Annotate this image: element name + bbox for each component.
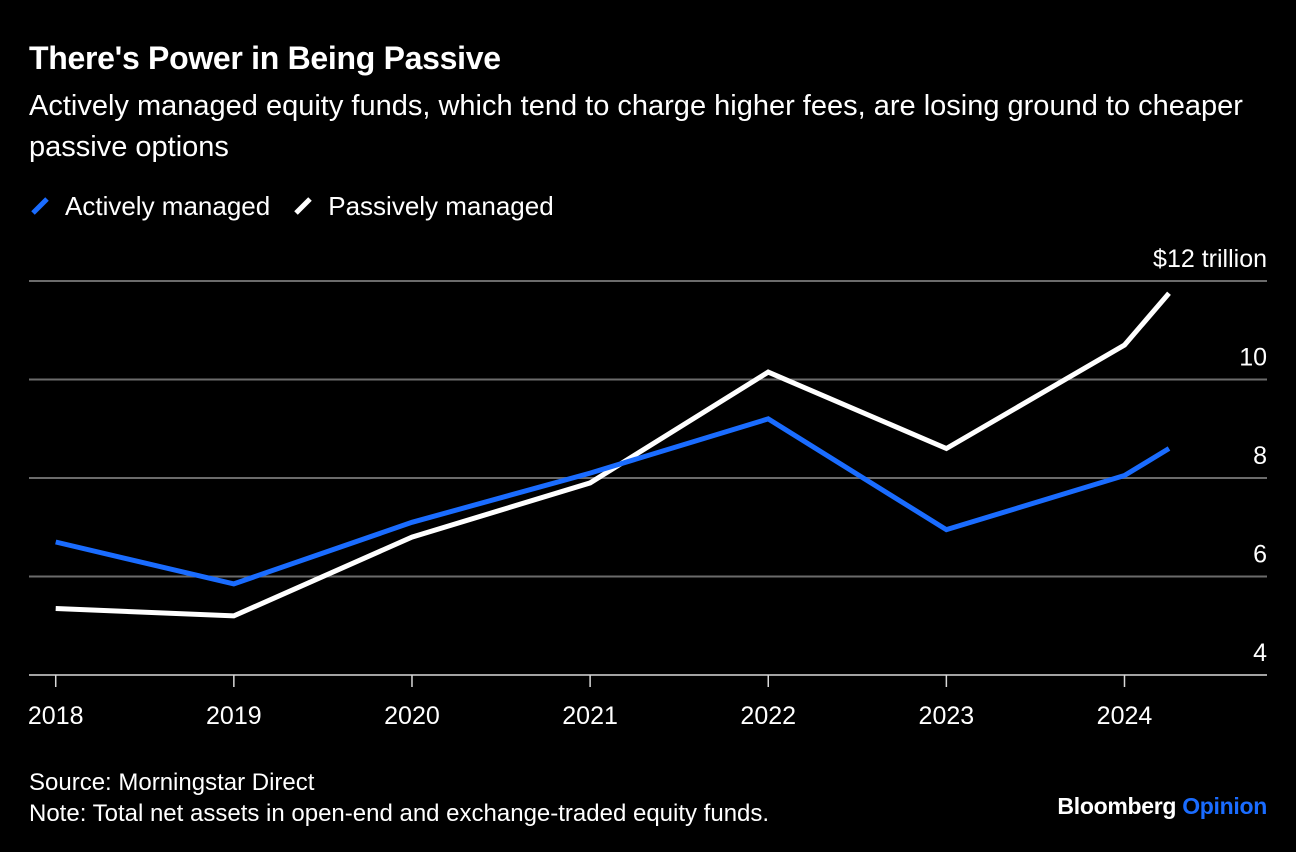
legend-label-active: Actively managed — [65, 190, 271, 221]
x-tick-label-2022: 2022 — [740, 702, 796, 730]
legend-swatch-active — [31, 197, 49, 215]
legend-swatch-passive — [294, 197, 313, 215]
brand-opinion: Opinion — [1182, 793, 1267, 819]
legend-label-passive: Passively managed — [328, 190, 554, 221]
series-line-actively-managed — [55, 416, 1171, 587]
chart-title: There's Power in Being Passive — [29, 40, 501, 76]
y-tick-label-10: 10 — [1239, 344, 1267, 372]
y-tick-label-12: $12 trillion — [1153, 245, 1267, 273]
note-text: Note: Total net assets in open-end and e… — [29, 800, 770, 827]
x-tick-label-2024: 2024 — [1097, 702, 1153, 730]
x-tick-label-2019: 2019 — [206, 702, 262, 730]
source-notes: Source: Morningstar Direct Note: Total n… — [29, 767, 769, 829]
legend: Actively managed Passively managed — [29, 188, 576, 224]
legend-item-passive: Passively managed — [292, 190, 554, 222]
y-tick-label-6: 6 — [1253, 541, 1267, 569]
x-tick-label-2023: 2023 — [919, 702, 975, 730]
y-tick-label-4: 4 — [1253, 639, 1267, 667]
x-tick-label-2021: 2021 — [562, 702, 618, 730]
source-text: Source: Morningstar Direct — [29, 769, 315, 796]
x-tick-label-2018: 2018 — [28, 702, 84, 730]
brand-logo: Bloomberg Opinion — [1057, 793, 1267, 820]
legend-item-active: Actively managed — [29, 191, 270, 222]
brand-bloomberg: Bloomberg — [1057, 793, 1177, 819]
chart-subtitle: Actively managed equity funds, which ten… — [29, 90, 1243, 163]
x-tick-label-2020: 2020 — [384, 702, 440, 730]
series-line-passively-managed — [55, 291, 1171, 619]
y-tick-label-8: 8 — [1253, 442, 1267, 470]
